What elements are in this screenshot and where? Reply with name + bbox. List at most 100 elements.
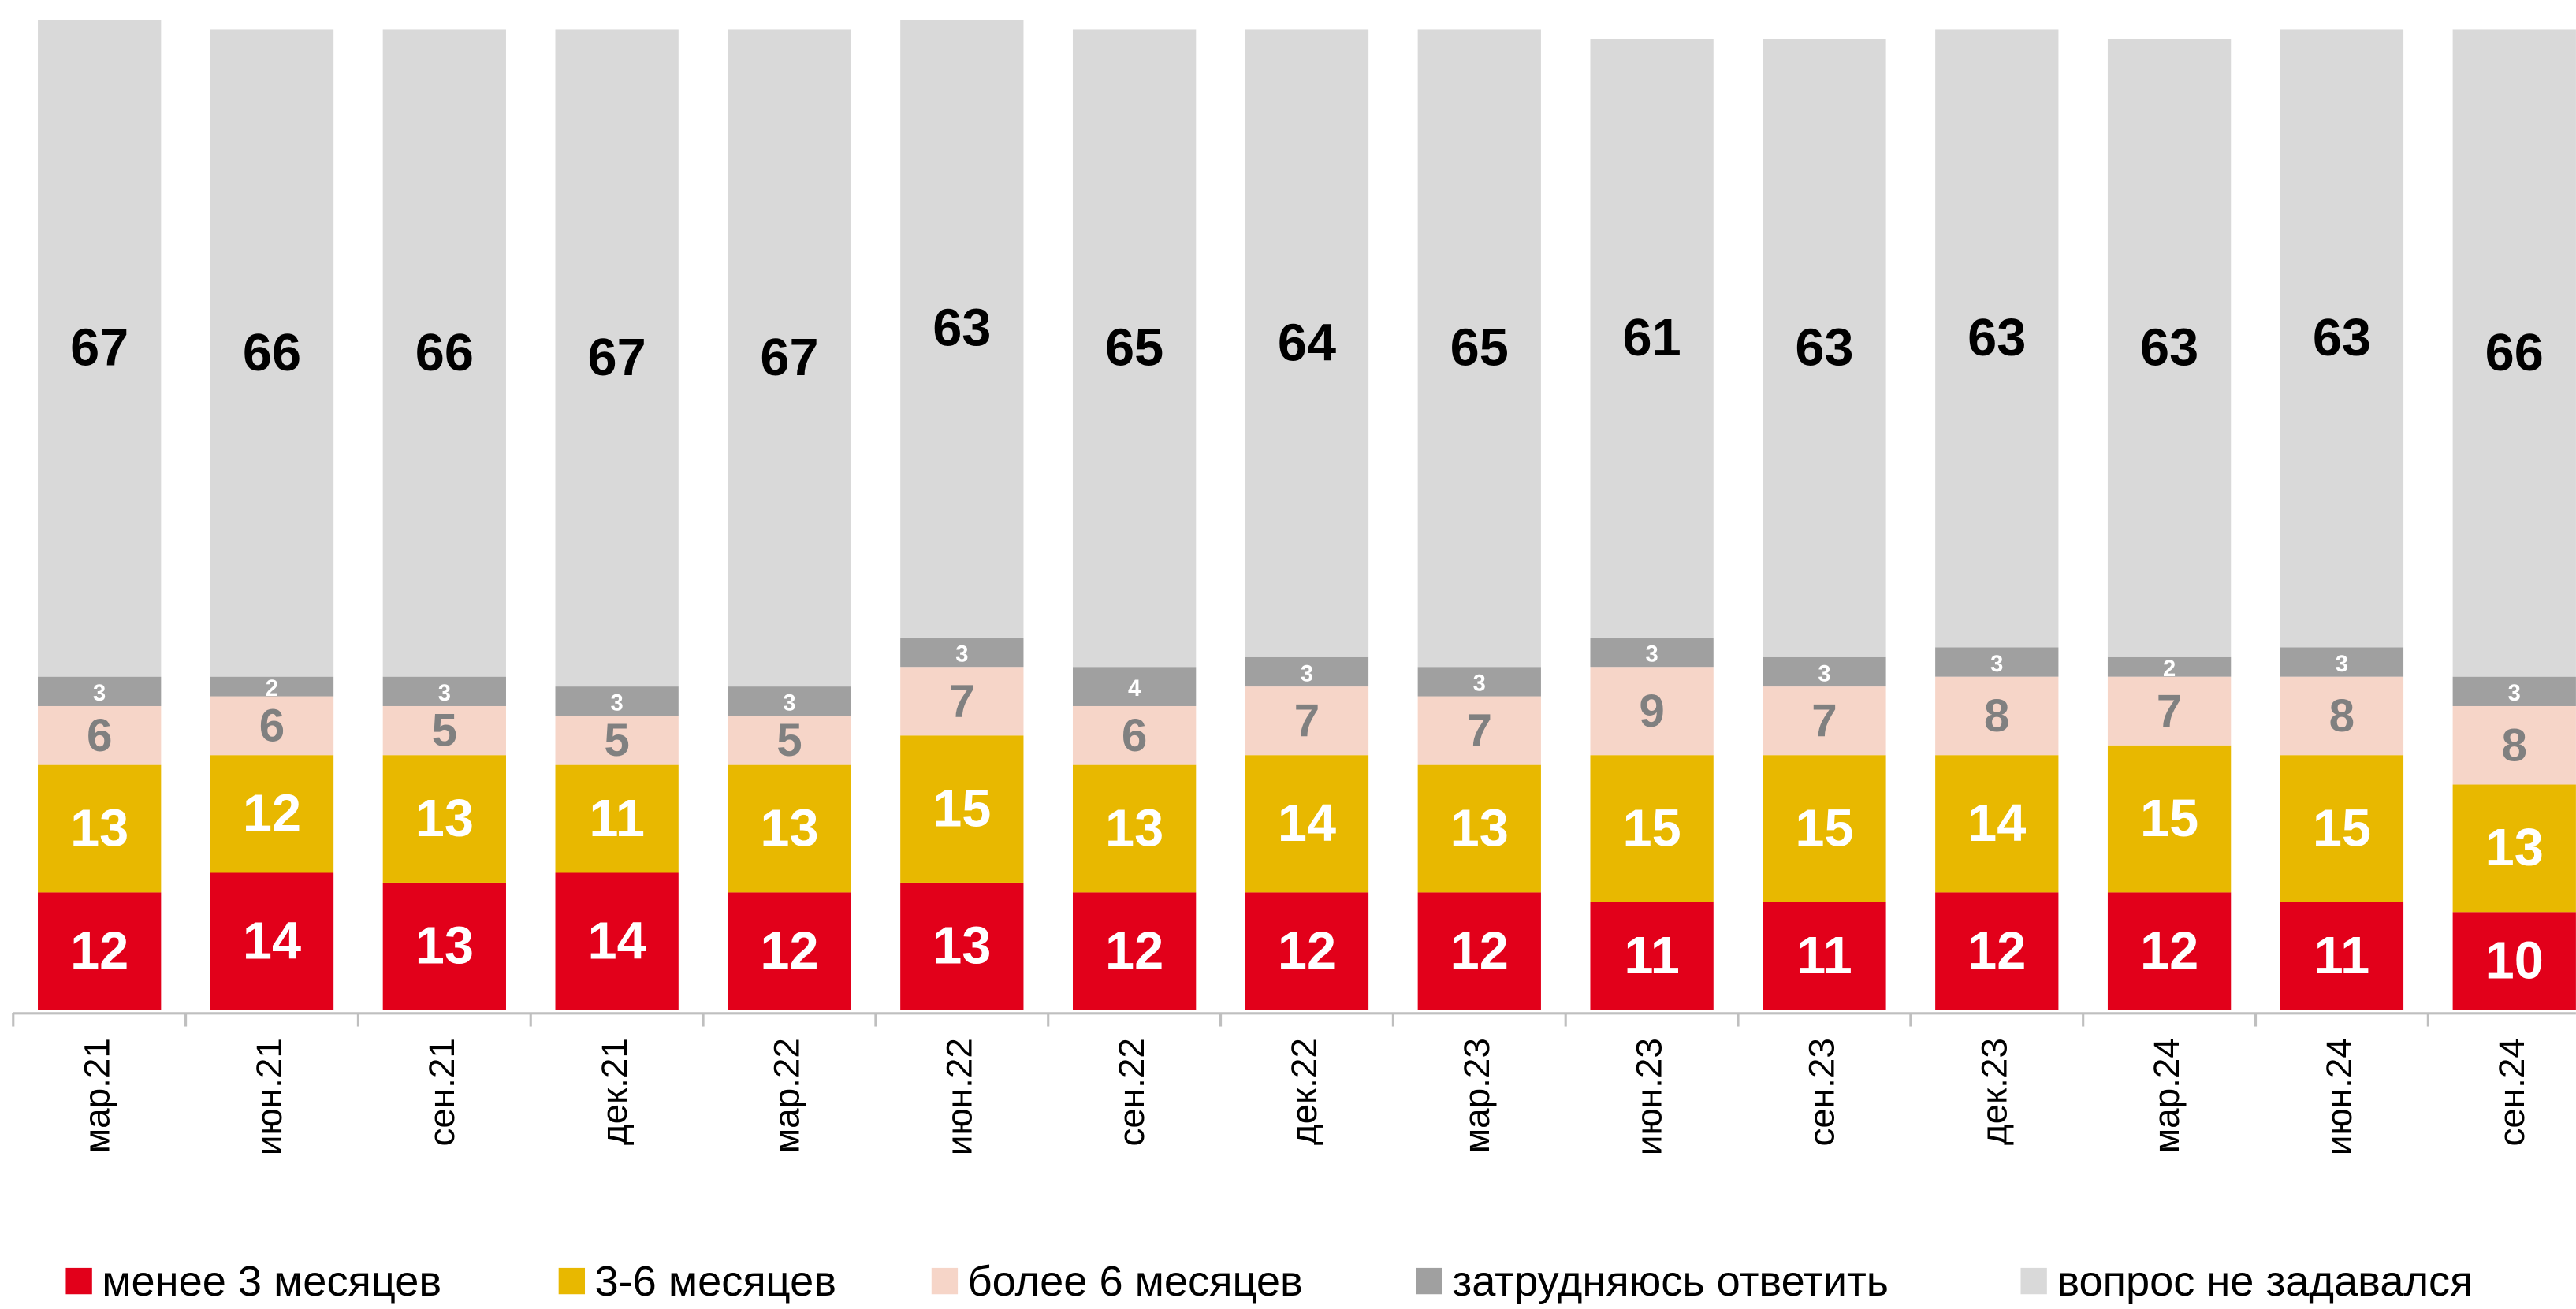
x-tick-label: дек.23 [1974,1038,2014,1145]
bar-segment [2280,902,2404,1010]
bar-segment [1417,696,1541,765]
legend-label: более 6 месяцев [968,1258,1303,1305]
data-label: 65 [1105,319,1163,377]
bar-segment [1417,667,1541,697]
bar-segment [38,676,162,706]
bar-segment [1590,667,1714,756]
bar-segment [2280,647,2404,677]
bar-segment [210,29,334,677]
legend-label: 3-6 месяцев [595,1258,836,1305]
bar-segment [2280,676,2404,756]
bar-segment [728,716,851,765]
data-label: 13 [415,790,474,848]
bar-segment [210,872,334,1010]
bar-segment [1245,656,1369,687]
data-label: 63 [1967,309,2026,367]
bar-segment [900,735,1024,883]
data-label: 3 [611,691,624,716]
bar-segment [1245,686,1369,756]
data-label: 13 [760,799,818,857]
bar-segment [1935,29,2059,648]
data-label: 11 [589,790,645,848]
x-tick-label: июн.23 [1629,1038,1670,1155]
bar-segment [382,882,506,1010]
data-label: 14 [1967,794,2026,853]
bar-segment [1072,892,1197,1010]
bar-segment [1072,705,1197,765]
bar-segment [555,29,679,687]
data-label: 15 [2313,799,2371,857]
bar-segment [1590,755,1714,902]
bar-segment [1590,902,1714,1010]
legend-swatch [2020,1267,2047,1295]
data-label: 67 [588,329,646,387]
data-label: 12 [1105,922,1163,980]
data-label: 5 [604,715,629,766]
legend-swatch [558,1267,586,1295]
bar-segment [1072,29,1197,668]
bar-segment [2280,755,2404,902]
legend-swatch [931,1267,959,1295]
data-label: 15 [1623,799,1681,857]
data-label: 13 [2485,819,2544,877]
data-label: 64 [1278,314,1336,372]
legend-swatch [1416,1267,1442,1295]
data-label: 15 [2140,790,2198,848]
bar-segment [38,705,162,765]
x-tick-label: июн.22 [939,1038,979,1155]
data-label: 3 [2508,681,2521,706]
bar-segment [1245,892,1369,1010]
bar-segment [900,637,1024,668]
data-label: 66 [415,324,474,382]
x-tick-label: мар.21 [76,1038,117,1153]
data-label: 3 [1301,661,1313,686]
bar-segment [382,705,506,756]
legend-label: вопрос не задавался [2057,1258,2473,1305]
data-label: 3 [1818,661,1830,686]
x-tick-label: сен.23 [1802,1038,1842,1146]
bar-segment [1763,39,1886,657]
bar-segment [1590,637,1714,668]
data-label: 12 [760,922,818,980]
data-label: 3 [783,691,795,716]
bar-segment [728,29,851,687]
data-label: 8 [2502,720,2527,771]
bar-segment [382,29,506,677]
data-label: 12 [70,922,128,980]
data-label: 4 [1128,676,1141,701]
data-label: 13 [932,917,991,976]
bar-segment [2107,745,2232,893]
data-label: 5 [432,705,457,757]
data-label: 13 [1450,799,1509,857]
bar-segment [382,755,506,883]
bar-segment [555,872,679,1010]
data-label: 63 [1795,319,1853,377]
bar-segment [2107,676,2232,746]
x-tick-label: сен.24 [2492,1038,2532,1146]
data-label: 13 [70,799,128,857]
bar-segment [1417,764,1541,893]
data-label: 7 [949,675,974,727]
bar-segment [2107,656,2232,677]
bar-segment [555,764,679,873]
data-label: 66 [2485,324,2544,382]
bar-segment [900,882,1024,1010]
data-label: 67 [760,329,818,387]
x-tick-label: сен.21 [422,1038,462,1146]
x-tick-label: сен.22 [1111,1038,1152,1146]
bar-segment [1763,755,1886,902]
bar-segment [1245,29,1369,657]
bar-segment [1935,755,2059,893]
bar-segment [2452,676,2576,706]
data-label: 12 [243,785,301,843]
data-label: 14 [1278,794,1336,853]
x-tick-label: мар.22 [767,1038,807,1153]
bar-segment [2107,39,2232,657]
data-label: 12 [1967,922,2026,980]
data-label: 3 [1646,641,1658,667]
bar-segment [555,716,679,765]
bar-segment [38,20,162,677]
data-label: 12 [1278,922,1336,980]
bar-segment [1763,656,1886,687]
